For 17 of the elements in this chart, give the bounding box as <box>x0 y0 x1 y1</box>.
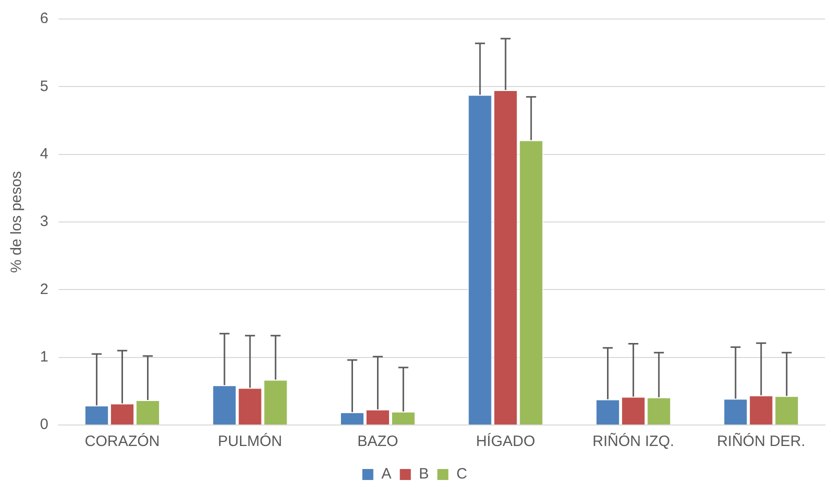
y-axis-title: % de los pesos <box>8 171 26 273</box>
x-tick-label: RIÑÓN IZQ. <box>592 432 674 450</box>
y-tick-label: 6 <box>40 10 48 28</box>
y-tick-label: 3 <box>40 213 48 230</box>
y-tick-label: 5 <box>40 78 48 95</box>
legend-label: B <box>418 466 429 483</box>
legend-label: A <box>381 466 392 483</box>
y-tick-label: 2 <box>40 280 48 298</box>
x-tick-label: HÍGADO <box>476 432 536 450</box>
x-tick-label: BAZO <box>357 433 398 450</box>
x-tick-label: PULMÓN <box>218 432 282 450</box>
y-tick-label: 0 <box>40 416 48 434</box>
x-tick-label: RIÑÓN DER. <box>716 432 806 450</box>
legend-label: C <box>456 466 468 483</box>
y-tick-label: 4 <box>40 145 48 162</box>
x-tick-label: CORAZÓN <box>84 432 160 450</box>
y-tick-label: 1 <box>40 348 48 366</box>
